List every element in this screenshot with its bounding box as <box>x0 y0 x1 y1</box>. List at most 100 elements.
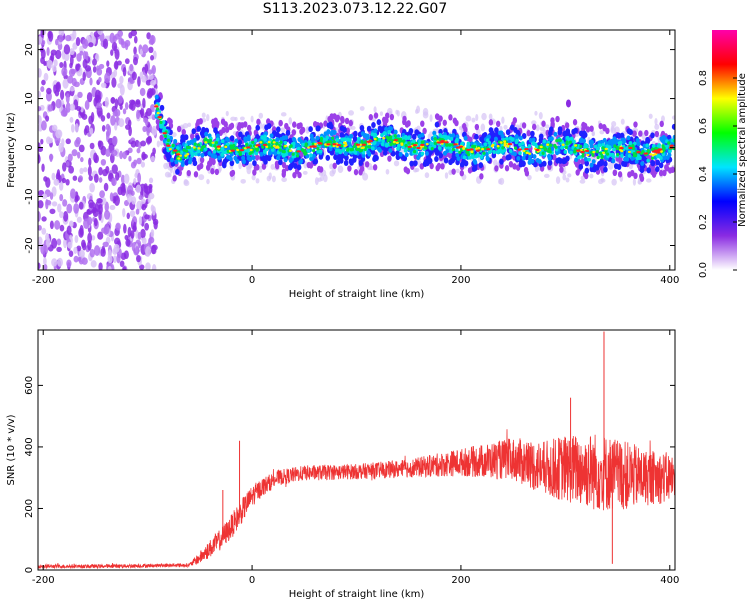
heatmap-signal-cell <box>326 122 332 129</box>
heatmap-signal-cell <box>522 149 526 153</box>
heatmap-signal-cell <box>268 150 273 156</box>
heatmap-signal-cell <box>630 156 635 161</box>
heatmap-signal-cell <box>467 155 472 160</box>
heatmap-noise-cell <box>129 210 136 218</box>
heatmap-signal-cell <box>560 145 564 150</box>
heatmap-noise-cell <box>53 59 58 67</box>
heatmap-signal-cell <box>495 120 501 128</box>
heatmap-noise-cell <box>63 211 69 222</box>
heatmap-signal-cell <box>348 119 353 127</box>
heatmap-noise-cell <box>53 178 60 186</box>
heatmap-noise-cell <box>123 173 130 184</box>
heatmap-signal-cell <box>671 123 675 130</box>
heatmap-noise-cell <box>105 165 110 174</box>
heatmap-signal-cell <box>581 154 585 158</box>
heatmap-signal-cell <box>407 145 412 149</box>
heatmap-noise-cell <box>141 204 147 211</box>
heatmap-noise-cell <box>38 211 41 222</box>
heatmap-noise-cell <box>96 68 103 76</box>
heatmap-signal-cell <box>392 140 396 144</box>
heatmap-noise-cell <box>124 102 129 110</box>
heatmap-signal-cell <box>314 142 318 146</box>
heatmap-signal-cell <box>388 137 392 141</box>
heatmap-signal-cell <box>359 165 365 172</box>
heatmap-signal-cell <box>503 140 507 143</box>
heatmap-signal-cell <box>440 163 445 170</box>
heatmap-signal-cell <box>366 125 372 132</box>
heatmap-signal-cell <box>445 135 449 140</box>
heatmap-noise-cell <box>91 235 96 241</box>
heatmap-signal-cell <box>499 158 504 165</box>
heatmap-halo-cell <box>156 140 160 148</box>
heatmap-noise-cell <box>76 245 82 252</box>
heatmap-noise-cell <box>140 228 146 239</box>
heatmap-signal-cell <box>221 150 226 155</box>
heatmap-noise-cell <box>140 140 147 147</box>
heatmap-noise-cell <box>136 157 142 165</box>
heatmap-noise-cell <box>89 182 95 193</box>
heatmap-signal-cell <box>294 143 299 148</box>
heatmap-signal-cell <box>506 145 510 148</box>
heatmap-signal-cell <box>154 94 159 100</box>
heatmap-signal-cell <box>270 147 275 152</box>
heatmap-signal-cell <box>295 154 300 158</box>
heatmap-signal-cell <box>347 141 352 147</box>
heatmap-noise-cell <box>82 167 88 173</box>
heatmap-noise-cell <box>119 104 123 110</box>
heatmap-signal-cell <box>217 155 222 161</box>
heatmap-noise-cell <box>86 216 93 226</box>
snr-ytick-label: 400 <box>24 437 35 456</box>
heatmap-signal-cell <box>189 139 194 145</box>
heatmap-signal-cell <box>636 141 641 147</box>
snr-series-line <box>38 429 675 570</box>
heatmap-noise-cell <box>40 120 47 131</box>
heatmap-signal-cell <box>171 143 175 148</box>
heatmap-signal-cell <box>372 140 377 145</box>
heatmap-halo-cell <box>258 112 264 119</box>
heatmap-signal-cell <box>478 162 484 169</box>
snr-xtick-label: -200 <box>32 575 55 586</box>
heatmap-signal-cell <box>272 141 276 144</box>
heatmap-noise-cell <box>116 253 121 264</box>
heatmap-noise-cell <box>135 208 140 215</box>
heatmap-signal-cell <box>214 141 219 145</box>
heatmap-signal-cell <box>232 143 236 148</box>
heatmap-ylabel: Frequency (Hz) <box>6 112 17 188</box>
heatmap-signal-cell <box>196 164 202 171</box>
heatmap-signal-cell <box>667 141 671 145</box>
heatmap-signal-cell <box>553 131 558 137</box>
heatmap-signal-cell <box>564 145 568 150</box>
heatmap-signal-cell <box>373 137 377 141</box>
heatmap-signal-cell <box>393 134 397 138</box>
heatmap-signal-cell <box>414 129 419 136</box>
heatmap-halo-cell <box>499 125 503 132</box>
heatmap-noise-cell <box>91 36 96 43</box>
heatmap-noise-cell <box>107 125 112 136</box>
heatmap-noise-cell <box>147 135 152 144</box>
heatmap-halo-cell <box>393 160 400 167</box>
heatmap-signal-cell <box>420 151 425 156</box>
heatmap-signal-cell <box>337 148 342 153</box>
heatmap-signal-cell <box>353 130 358 137</box>
heatmap-signal-cell <box>561 143 565 146</box>
heatmap-signal-cell <box>507 142 513 146</box>
heatmap-signal-cell <box>616 132 621 139</box>
heatmap-signal-cell <box>261 145 265 149</box>
heatmap-noise-cell <box>101 124 106 132</box>
heatmap-halo-cell <box>535 124 540 132</box>
heatmap-signal-cell <box>585 126 591 133</box>
heatmap-noise-cell <box>87 232 93 244</box>
heatmap-signal-cell <box>281 168 287 175</box>
heatmap-signal-cell <box>237 154 243 161</box>
heatmap-noise-cell <box>146 32 151 40</box>
heatmap-signal-cell <box>377 137 382 142</box>
heatmap-signal-cell <box>316 147 320 151</box>
heatmap-noise-cell <box>53 84 57 94</box>
heatmap-signal-cell <box>266 155 272 162</box>
heatmap-signal-cell <box>298 122 303 129</box>
heatmap-noise-cell <box>59 211 64 219</box>
heatmap-noise-cell <box>120 182 126 192</box>
heatmap-signal-cell <box>267 140 271 144</box>
heatmap-signal-cell <box>175 153 181 156</box>
heatmap-signal-cell <box>229 146 234 151</box>
